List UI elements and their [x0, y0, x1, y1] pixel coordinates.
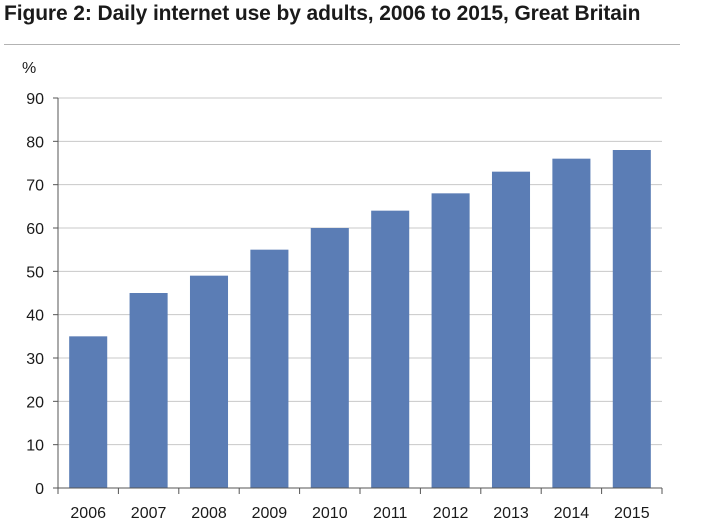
chart-title: Figure 2: Daily internet use by adults, … [4, 2, 641, 25]
y-tick-label: 10 [26, 438, 44, 455]
x-tick-label: 2014 [554, 505, 590, 522]
x-tick-label: 2010 [312, 505, 348, 522]
x-tick-label: 2007 [131, 505, 167, 522]
bar-2013 [491, 171, 531, 488]
bar-2007 [129, 293, 168, 488]
y-axis-unit-label: % [22, 60, 36, 77]
y-tick-label: 30 [26, 351, 44, 368]
bar-2008 [189, 275, 229, 488]
bar-2011 [371, 210, 410, 488]
y-tick-label: 70 [26, 178, 44, 195]
y-tick-label: 40 [26, 308, 44, 325]
bar-2014 [552, 158, 591, 488]
x-tick-label: 2012 [433, 505, 469, 522]
bar-2010 [310, 228, 349, 488]
y-tick-label: 20 [26, 394, 44, 411]
tick-labels: % 0 10 20 30 40 50 60 70 80 90 2006 2007 2008 2009 201… [22, 60, 650, 522]
x-tick-label: 2008 [191, 505, 227, 522]
y-tick-label: 60 [26, 221, 44, 238]
x-tick-label: 2009 [252, 505, 288, 522]
x-tick-label: 2006 [70, 505, 106, 522]
x-tick-label: 2015 [614, 505, 650, 522]
y-tick-label: 50 [26, 264, 44, 281]
y-tick-label: 80 [26, 134, 44, 151]
bar-2012 [431, 193, 470, 489]
y-tick-label: 90 [26, 91, 44, 108]
bar-2006 [69, 336, 108, 488]
bar-2009 [250, 249, 289, 488]
x-tick-label: 2013 [493, 505, 529, 522]
x-tick-label: 2011 [373, 505, 408, 522]
y-tick-label: 0 [35, 481, 44, 498]
title-divider [4, 44, 680, 45]
axes [53, 97, 663, 494]
bars [69, 150, 651, 489]
bar-2015 [612, 150, 651, 488]
